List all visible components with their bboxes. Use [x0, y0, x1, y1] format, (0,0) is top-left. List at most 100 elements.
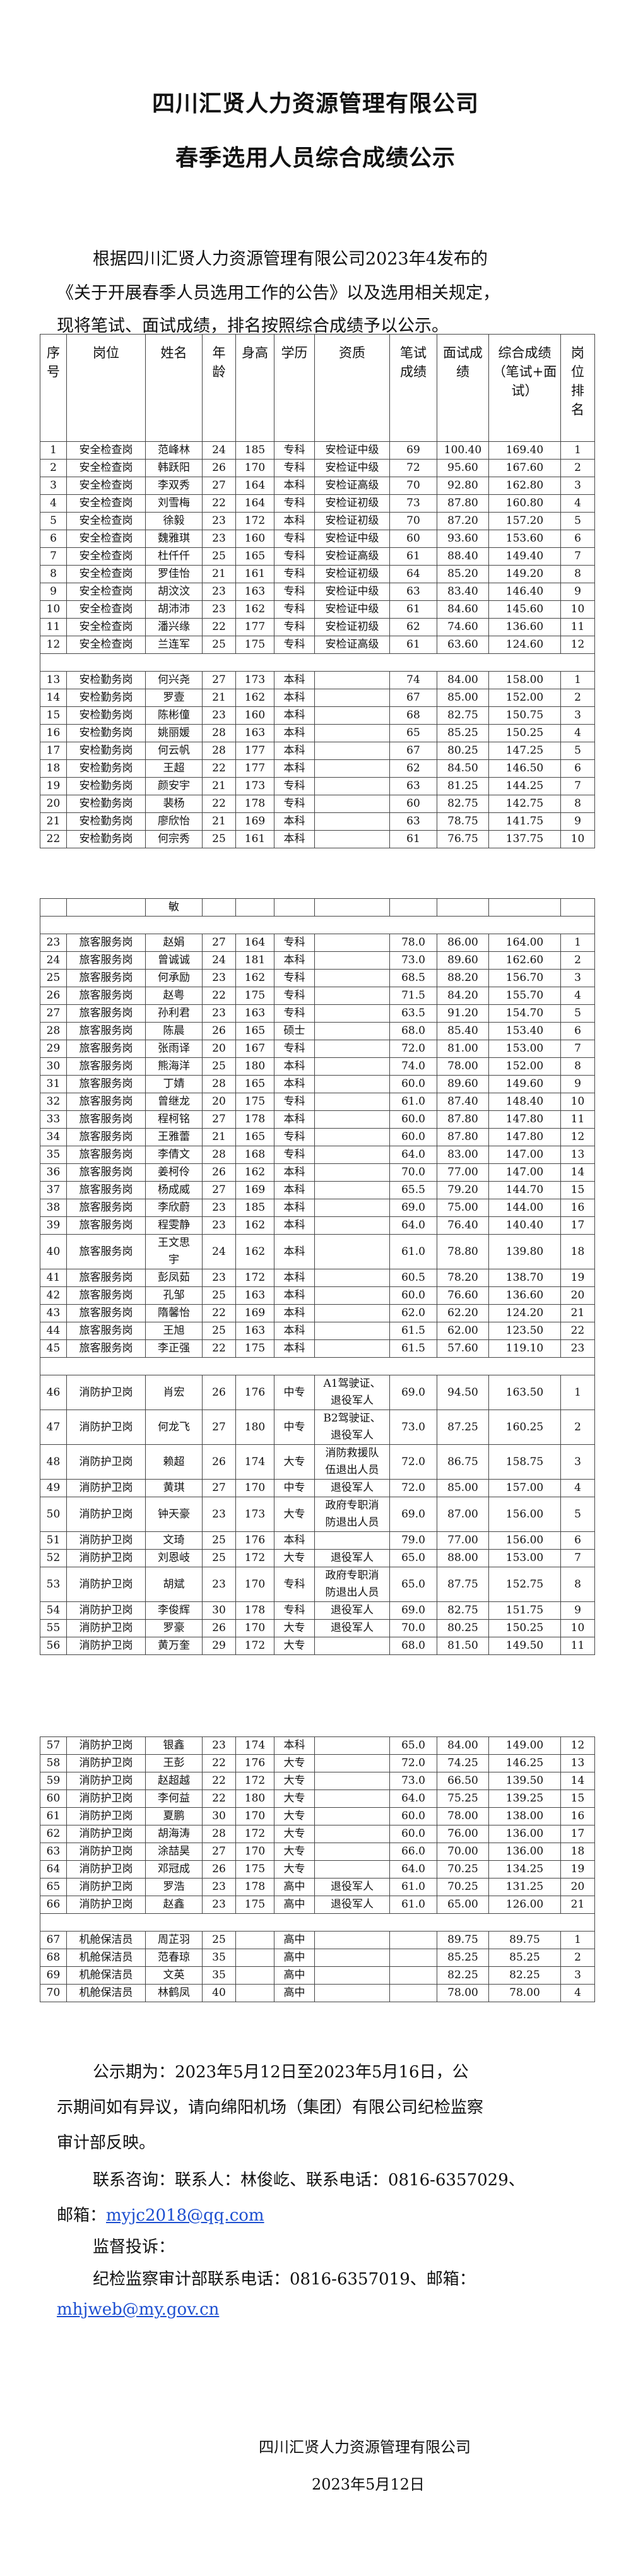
table-row: 58 消防护卫岗 王彭 22 176 大专 72.0 74.25 146.25 13 [40, 1754, 595, 1772]
table-row: 36 旅客服务岗 姜柯伶 26 162 本科 70.0 77.00 147.00 14 [40, 1163, 595, 1182]
cell-post-rank: 4 [560, 1984, 595, 2002]
cell-interview-score: 80.25 [437, 742, 489, 760]
cell-age: 23 [202, 1736, 236, 1755]
table-row: 45 旅客服务岗 李正强 22 175 本科 61.5 57.60 119.10 23 [40, 1339, 595, 1358]
cell-name: 钟天豪 [145, 1497, 203, 1532]
cell-written-score: 61.0 [389, 1896, 437, 1914]
cell-age: 22 [202, 759, 236, 778]
cell-qualification [314, 987, 390, 1005]
cell-interview-score: 74.60 [437, 618, 489, 636]
table-row: 70 机舱保洁员 林鹤凤 40 高中 78.00 78.00 4 [40, 1984, 595, 2002]
cell-height: 161 [235, 830, 274, 848]
table-row: 敏 [40, 898, 595, 917]
cell-post: 旅客服务岗 [66, 1040, 146, 1058]
cell-row-number: 28 [40, 1022, 67, 1040]
cell-education: 本科 [274, 1736, 315, 1755]
cell-post-rank: 18 [560, 1234, 595, 1269]
cell-height: 162 [235, 600, 274, 619]
cell-post: 安检勤务岗 [66, 777, 146, 795]
cell-written-score [389, 1931, 437, 1949]
cell-written-score [389, 1966, 437, 1985]
cell-name: 潘兴缘 [145, 618, 203, 636]
cell-written-score: 78.0 [389, 934, 437, 952]
cell-row-number: 7 [40, 547, 67, 566]
cell-post-rank: 13 [560, 1146, 595, 1164]
cell-age: 23 [202, 1896, 236, 1914]
cell-row-number: 53 [40, 1567, 67, 1602]
cell-total-score: 144.25 [488, 777, 561, 795]
cell-name: 姜柯伶 [145, 1163, 203, 1182]
cell-interview-score: 81.25 [437, 777, 489, 795]
cell-age: 27 [202, 477, 236, 495]
cell-age: 25 [202, 830, 236, 848]
cell-post-rank: 4 [560, 494, 595, 513]
table-row: 10 安全检查岗 胡沛沛 23 162 专科 安检证中级 61 84.60 145.60 10 [40, 600, 595, 619]
cell-interview-score: 82.75 [437, 1601, 489, 1620]
cell-post: 安全检查岗 [66, 600, 146, 619]
contact-email-link[interactable]: myjc2018@qq.com [106, 2206, 264, 2225]
cell-name: 杨成威 [145, 1181, 203, 1199]
cell-qualification: 安检证中级 [314, 600, 390, 619]
cell-education: 中专 [274, 1410, 315, 1445]
cell-post: 安全检查岗 [66, 530, 146, 548]
cell-height: 162 [235, 1234, 274, 1269]
cell-post-rank: 6 [560, 530, 595, 548]
cell-qualification [314, 1825, 390, 1843]
cell-height: 175 [235, 1896, 274, 1914]
cell-post-rank: 3 [560, 1966, 595, 1985]
cell-row-number: 10 [40, 600, 67, 619]
cell-education: 本科 [274, 1075, 315, 1093]
supervision-email-link[interactable]: mhjweb@my.gov.cn [57, 2300, 220, 2319]
cell-name: 李欣蔚 [145, 1199, 203, 1217]
cell-written-score: 64.0 [389, 1146, 437, 1164]
table-row: 33 旅客服务岗 程柯铭 27 178 本科 60.0 87.80 147.80 11 [40, 1110, 595, 1129]
cell-height: 172 [235, 1549, 274, 1567]
cell-interview-score: 85.20 [437, 565, 489, 583]
cell-education: 本科 [274, 1110, 315, 1129]
cell-interview-score: 66.50 [437, 1772, 489, 1790]
cell-post: 安全检查岗 [66, 583, 146, 601]
table-row: 38 旅客服务岗 李欣蔚 23 185 本科 69.0 75.00 144.00 16 [40, 1199, 595, 1217]
cell-height: 172 [235, 1772, 274, 1790]
cell-height: 185 [235, 441, 274, 460]
cell-row-number: 21 [40, 812, 67, 831]
cell-age: 27 [202, 671, 236, 689]
results-table-part-3: 57 消防护卫岗 银鑫 23 174 本科 65.0 84.00 149.00 12 58 消防护卫岗… [40, 1736, 595, 2002]
cell-post: 旅客服务岗 [66, 1093, 146, 1111]
cell-written-score: 70 [389, 477, 437, 495]
cell-row-number: 69 [40, 1966, 67, 1985]
cell-row-number: 64 [40, 1860, 67, 1879]
cell-row-number: 61 [40, 1807, 67, 1825]
cell-name: 裴杨 [145, 795, 203, 813]
cell-education: 高中 [274, 1949, 315, 1967]
cell-post-rank: 3 [560, 706, 595, 725]
cell-name: 何宗秀 [145, 830, 203, 848]
cell-interview-score: 76.60 [437, 1286, 489, 1305]
cell-written-score: 67 [389, 742, 437, 760]
cell-height [235, 1949, 274, 1967]
cell-post-rank: 6 [560, 759, 595, 778]
cell-written-score: 61.5 [389, 1339, 437, 1358]
table-row: 65 消防护卫岗 罗浩 23 178 高中 退役军人 61.0 70.25 131.25 20 [40, 1878, 595, 1896]
table-row: 44 旅客服务岗 王旭 25 163 本科 61.5 62.00 123.50 22 [40, 1322, 595, 1340]
cell-age: 27 [202, 1181, 236, 1199]
table-row: 2 安全检查岗 韩跃阳 26 170 专科 安检证中级 72 95.60 167.60 2 [40, 459, 595, 477]
table-row: 35 旅客服务岗 李倩文 28 168 专科 64.0 83.00 147.00 13 [40, 1146, 595, 1164]
cell-written-score: 60 [389, 530, 437, 548]
cell-qualification [314, 1269, 390, 1287]
cell-age: 26 [202, 1163, 236, 1182]
cell-name: 陈晨 [145, 1022, 203, 1040]
table-row: 14 安检勤务岗 罗壹 21 162 本科 67 85.00 152.00 2 [40, 689, 595, 707]
cell-age: 29 [202, 1637, 236, 1655]
cell-age: 20 [202, 1040, 236, 1058]
cell-post: 安全检查岗 [66, 494, 146, 513]
cell-name: 丁婧 [145, 1075, 203, 1093]
cell-interview-score: 82.25 [437, 1966, 489, 1985]
cell-height: 174 [235, 1444, 274, 1480]
cell-education: 大专 [274, 1637, 315, 1655]
cell-interview-score: 70.25 [437, 1878, 489, 1896]
cell-post-rank: 14 [560, 1163, 595, 1182]
cell-education: 专科 [274, 987, 315, 1005]
table-row: 69 机舱保洁员 文英 35 高中 82.25 82.25 3 [40, 1966, 595, 1985]
cell-total-score: 147.80 [488, 1128, 561, 1146]
